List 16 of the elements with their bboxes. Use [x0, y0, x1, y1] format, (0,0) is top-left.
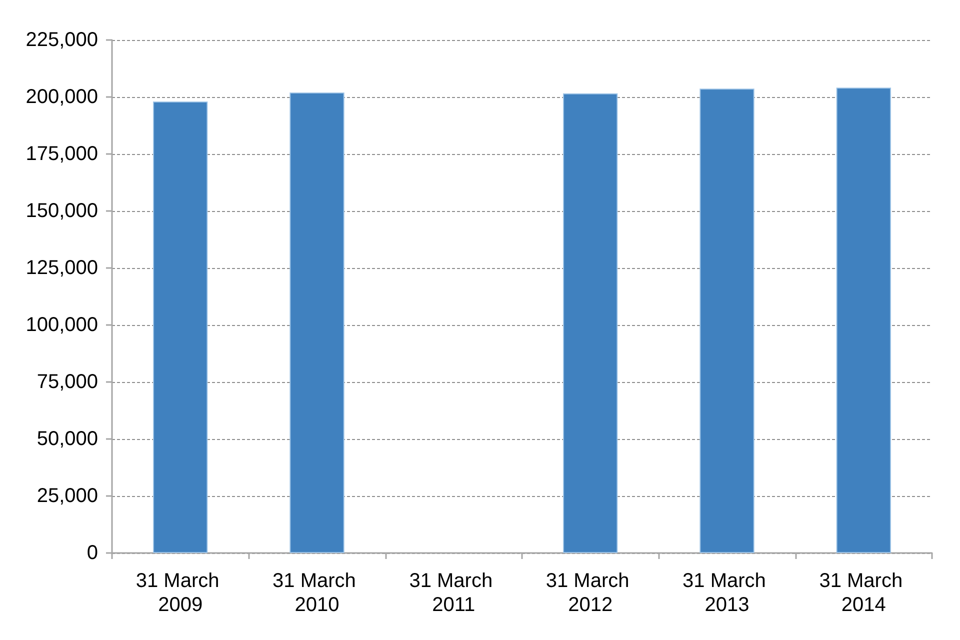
- x-tick-label: 31 March 2010: [272, 570, 362, 616]
- y-tick-label: 50,000: [36, 428, 98, 450]
- y-tick-label: 200,000: [26, 86, 98, 108]
- x-tick-label: 31 March 2011: [409, 570, 498, 616]
- x-tick-label: 31 March 2009: [136, 570, 225, 616]
- y-tick-label: 125,000: [26, 257, 98, 279]
- x-tick-label: 31 March 2013: [682, 570, 772, 616]
- x-tick-label: 31 March 2012: [546, 570, 635, 616]
- y-tick-label: 0: [86, 542, 98, 564]
- y-tick-label: 75,000: [36, 371, 98, 393]
- y-tick-label: 225,000: [26, 29, 98, 51]
- x-tick-label: 31 March 2014: [819, 570, 908, 616]
- y-tick-label: 150,000: [26, 200, 98, 222]
- y-tick-label: 175,000: [26, 143, 98, 165]
- y-tick-label: 100,000: [26, 314, 98, 336]
- y-tick-label: 25,000: [36, 485, 98, 507]
